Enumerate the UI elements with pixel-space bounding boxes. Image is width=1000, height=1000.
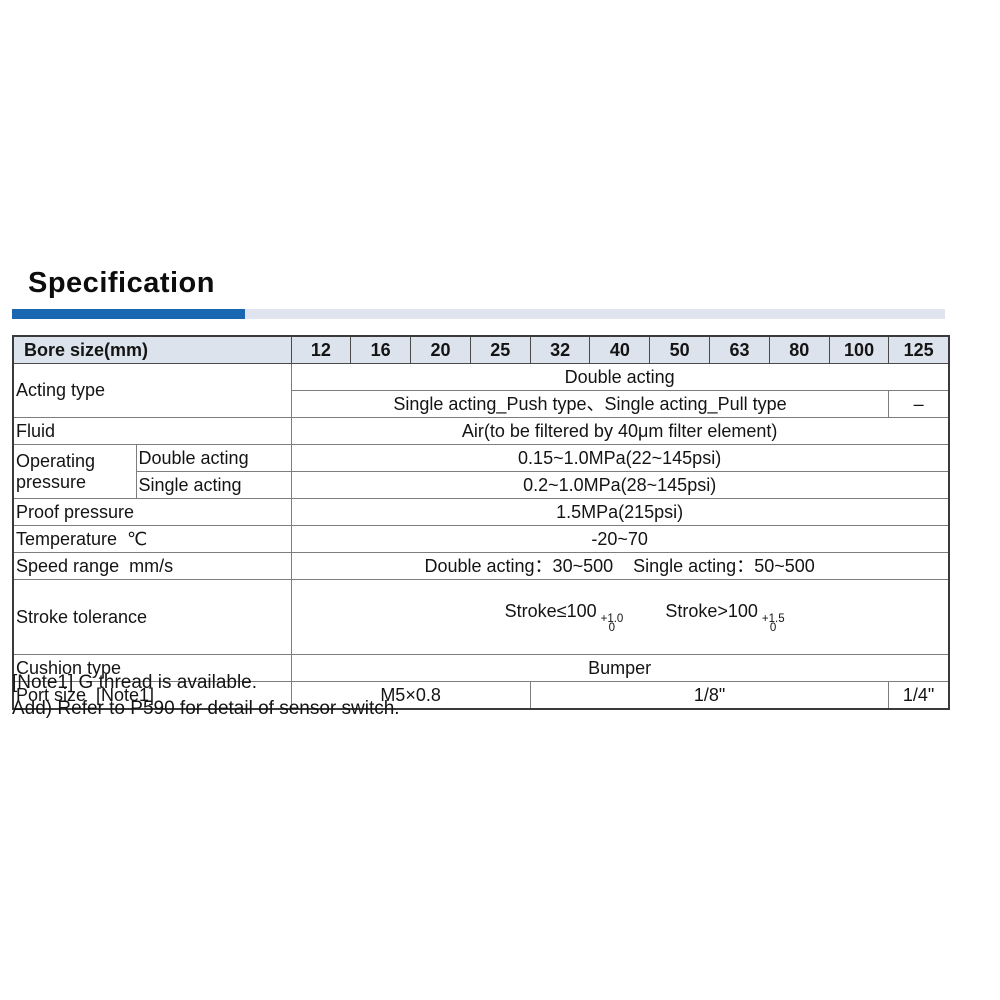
bore-col-100: 100 (828, 335, 890, 364)
fluid-row: Fluid Air(to be filtered by 40μm filter … (12, 417, 950, 445)
bore-col-50: 50 (649, 335, 711, 364)
temperature-value: -20~70 (290, 525, 950, 553)
acting-type-row-single: Single acting_Push type、Single acting_Pu… (13, 390, 950, 418)
port-size-eighth-value: 1/8" (529, 681, 890, 710)
operating-pressure-row-single: Single acting 0.2~1.0MPa(28~145psi) (13, 471, 950, 499)
bore-col-25: 25 (469, 335, 531, 364)
note-2: Add) Refer to P590 for detail of sensor … (12, 698, 400, 719)
row-label-speed-range: Speed range mm/s (12, 552, 292, 580)
bore-col-32: 32 (529, 335, 591, 364)
row-label-temperature: Temperature ℃ (12, 525, 292, 553)
cushion-type-value: Bumper (290, 654, 950, 683)
operating-pressure-sub-double: Double acting (135, 444, 292, 472)
cushion-type-row: Cushion type Bumper (12, 654, 950, 683)
title-underline-accent (12, 309, 245, 319)
row-label-fluid: Fluid (12, 417, 292, 445)
row-label-cushion-type: Cushion type (12, 654, 292, 683)
port-size-m5-value: M5×0.8 (290, 681, 531, 710)
bore-col-40: 40 (589, 335, 651, 364)
stroke-le-tolerance: +1.0 0 (600, 612, 624, 635)
port-size-quarter-value: 1/4" (888, 681, 950, 710)
row-label-port-size: Port size [Note1] (12, 681, 292, 710)
bore-size-header-label: Bore size(mm) (12, 335, 292, 364)
row-label-operating-pressure: Operating pressure (12, 444, 137, 499)
note-1: [Note1] G thread is available. (12, 672, 258, 693)
operating-pressure-sub-single: Single acting (135, 471, 292, 499)
bore-col-63: 63 (709, 335, 770, 364)
bore-col-20: 20 (410, 335, 471, 364)
acting-type-single-value: Single acting_Push type、Single acting_Pu… (290, 390, 890, 418)
operating-pressure-single-value: 0.2~1.0MPa(28~145psi) (290, 471, 950, 499)
proof-pressure-row: Proof pressure 1.5MPa(215psi) (12, 498, 950, 526)
row-label-acting-type: Acting type (12, 363, 292, 418)
title-underline-bar (12, 309, 945, 319)
row-label-stroke-tolerance: Stroke tolerance (12, 578, 292, 656)
stroke-le-base: Stroke≤100 (504, 600, 597, 621)
specification-table: Bore size(mm) 12 16 20 25 32 40 50 63 80… (12, 335, 950, 711)
port-size-row: Port size [Note1] M5×0.8 1/8" 1/4" (12, 681, 950, 710)
acting-type-double-value: Double acting (290, 363, 950, 391)
row-label-proof-pressure: Proof pressure (12, 498, 292, 526)
stroke-tolerance-row: Stroke tolerance Stroke≤100 +1.0 0 Stroke>1… (12, 578, 950, 656)
acting-type-single-125-value: – (888, 390, 950, 418)
table-header-row: Bore size(mm) 12 16 20 25 32 40 50 63 80… (12, 335, 950, 364)
temperature-row: Temperature ℃ -20~70 (12, 525, 950, 553)
bore-col-125: 125 (888, 335, 950, 364)
acting-type-row-double: Acting type Double acting (12, 363, 950, 418)
proof-pressure-value: 1.5MPa(215psi) (290, 498, 950, 526)
stroke-gt-base: Stroke>100 (665, 600, 758, 621)
speed-range-row: Speed range mm/s Double acting：30~500 Si… (12, 552, 950, 580)
speed-range-value: Double acting：30~500 Single acting：50~50… (290, 552, 950, 580)
bore-col-80: 80 (768, 335, 830, 364)
bore-col-16: 16 (350, 335, 412, 364)
bore-col-12: 12 (290, 335, 352, 364)
page-title: Specification (28, 267, 215, 299)
operating-pressure-row-double: Operating pressure Double acting 0.15~1.… (12, 444, 950, 499)
stroke-gt-tolerance: +1.5 0 (761, 612, 785, 635)
operating-pressure-double-value: 0.15~1.0MPa(22~145psi) (290, 444, 950, 472)
fluid-value: Air(to be filtered by 40μm filter elemen… (290, 417, 950, 445)
footnotes: [Note1] G thread is available. Add) Refe… (12, 670, 400, 722)
stroke-tolerance-value: Stroke≤100 +1.0 0 Stroke>100 +1.5 0 (290, 578, 950, 656)
